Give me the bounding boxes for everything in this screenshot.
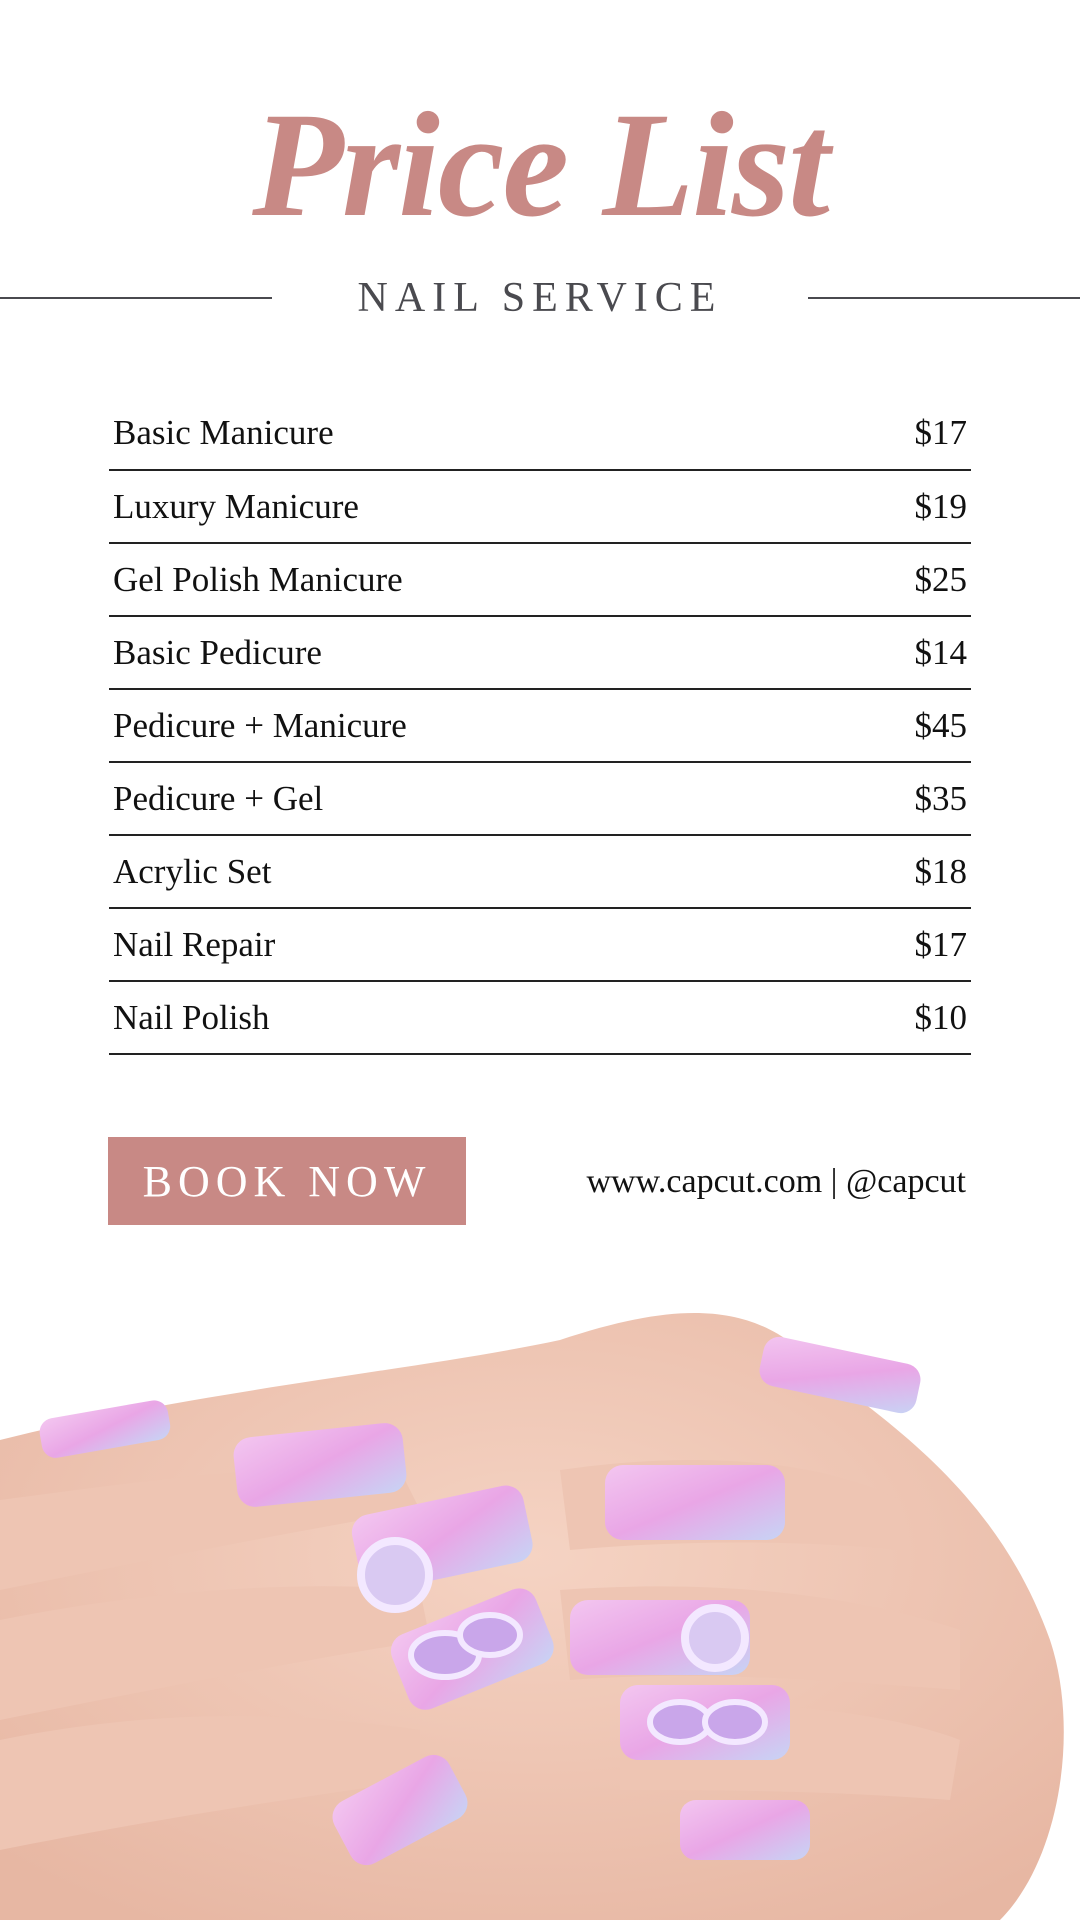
contact-info: www.capcut.com | @capcut — [586, 1163, 966, 1200]
rhinestone — [357, 1537, 433, 1613]
service-name: Nail Polish — [113, 997, 270, 1037]
service-name: Pedicure + Manicure — [113, 705, 407, 745]
page-title: Price List — [252, 82, 830, 248]
service-price: $14 — [914, 632, 968, 672]
service-name: Gel Polish Manicure — [113, 559, 403, 599]
table-row: Nail Repair $17 — [109, 909, 971, 982]
table-row: Luxury Manicure $19 — [109, 471, 971, 544]
service-name: Nail Repair — [113, 924, 276, 964]
service-price: $18 — [914, 851, 968, 891]
nail — [233, 1423, 407, 1507]
price-table: Basic Manicure $17 Luxury Manicure $19 Gel… — [109, 397, 971, 1055]
divider-left — [0, 297, 272, 299]
divider-right — [808, 297, 1080, 299]
service-name: Acrylic Set — [113, 851, 272, 891]
service-price: $10 — [914, 997, 968, 1037]
nail — [680, 1800, 810, 1860]
service-price: $17 — [914, 924, 968, 964]
rhinestone — [647, 1699, 713, 1745]
table-row: Basic Pedicure $14 — [109, 617, 971, 690]
book-now-button[interactable]: BOOK NOW — [108, 1137, 466, 1225]
service-price: $45 — [914, 705, 968, 745]
service-price: $35 — [914, 778, 968, 818]
service-name: Pedicure + Gel — [113, 778, 324, 818]
service-name: Basic Pedicure — [113, 632, 322, 672]
table-row: Gel Polish Manicure $25 — [109, 544, 971, 617]
rhinestone — [457, 1612, 523, 1658]
service-price: $19 — [914, 486, 968, 526]
table-row: Pedicure + Gel $35 — [109, 763, 971, 836]
table-row: Pedicure + Manicure $45 — [109, 690, 971, 763]
service-name: Luxury Manicure — [113, 486, 359, 526]
manicured-hands-photo — [0, 1312, 1064, 1920]
table-row: Acrylic Set $18 — [109, 836, 971, 909]
table-row: Basic Manicure $17 — [109, 397, 971, 471]
rhinestone — [702, 1699, 768, 1745]
table-row: Nail Polish $10 — [109, 982, 971, 1055]
service-price: $25 — [914, 559, 968, 599]
service-price: $17 — [914, 413, 968, 452]
rhinestone — [681, 1604, 749, 1672]
nail — [605, 1465, 785, 1540]
service-name: Basic Manicure — [113, 413, 334, 452]
nail — [332, 1754, 468, 1866]
nail — [759, 1336, 921, 1414]
page-subtitle: NAIL SERVICE — [357, 275, 723, 321]
nail — [39, 1400, 171, 1458]
